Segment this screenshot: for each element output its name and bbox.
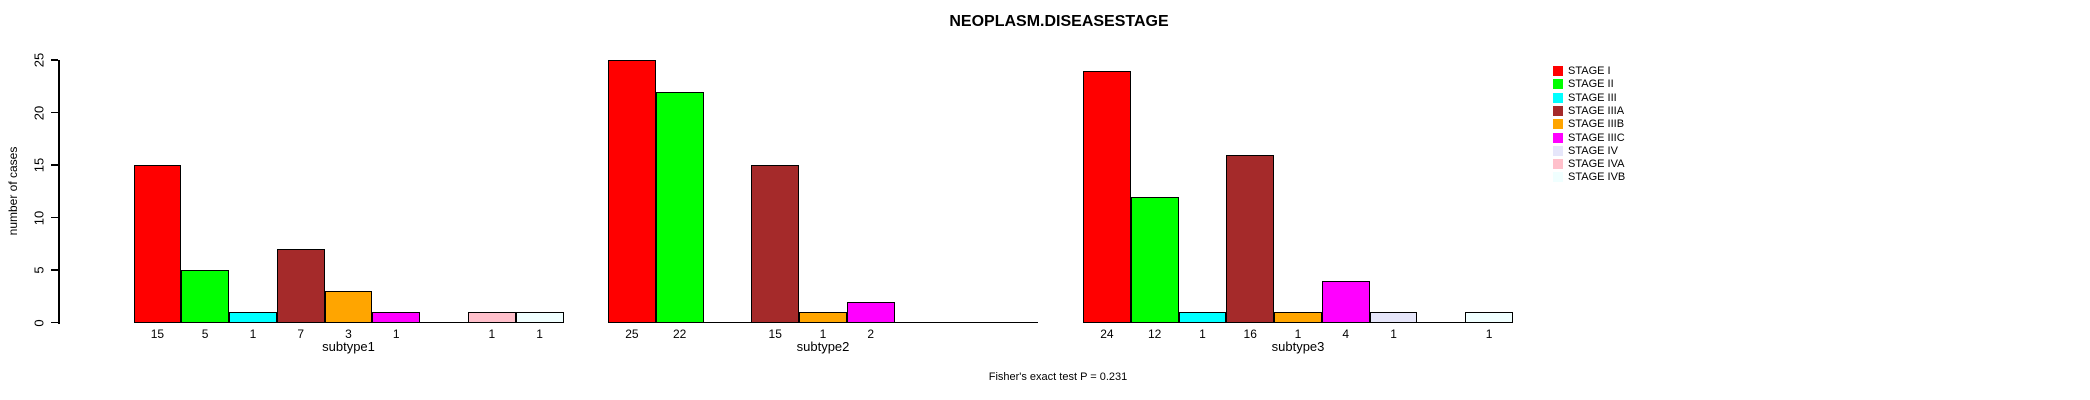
legend-swatch xyxy=(1553,159,1563,170)
bar xyxy=(276,249,325,323)
bar-value-label: 16 xyxy=(1243,326,1257,341)
y-tick-label: 5 xyxy=(31,266,47,274)
bar xyxy=(1083,70,1131,323)
legend-swatch xyxy=(1553,66,1563,76)
bar-value-label: 1 xyxy=(536,326,543,341)
bar-value-label: 1 xyxy=(249,326,257,341)
legend-label: STAGE IVA xyxy=(1568,158,1625,171)
y-tick xyxy=(51,216,58,219)
legend-label: STAGE IV xyxy=(1568,144,1618,157)
bar xyxy=(1274,312,1322,323)
y-axis-label: number of cases xyxy=(6,146,20,236)
bar xyxy=(799,312,847,323)
y-tick xyxy=(51,59,58,61)
bar xyxy=(1321,280,1370,323)
legend-label: STAGE II xyxy=(1568,78,1614,91)
legend-label: STAGE IIIB xyxy=(1568,118,1625,131)
baseline xyxy=(133,321,564,324)
y-tick xyxy=(51,321,58,324)
y-tick-label: 10 xyxy=(31,210,47,225)
legend-swatch xyxy=(1553,119,1563,130)
bar-value-label: 7 xyxy=(297,326,305,341)
bar-value-label: 4 xyxy=(1342,326,1350,341)
legend-swatch xyxy=(1553,79,1563,90)
bar-value-label: 1 xyxy=(1390,326,1397,341)
bar-value-label: 22 xyxy=(672,326,687,341)
bar-value-label: 1 xyxy=(488,326,496,341)
bar-value-label: 3 xyxy=(345,326,352,341)
y-tick-label: 20 xyxy=(31,105,47,120)
bar xyxy=(1465,312,1513,323)
bar xyxy=(608,60,656,323)
bar xyxy=(1369,312,1418,323)
bar-value-label: 1 xyxy=(819,326,827,341)
bar-value-label: 1 xyxy=(392,326,400,341)
baseline xyxy=(1083,321,1514,324)
bar-value-label: 12 xyxy=(1147,326,1162,341)
bar-value-label: 1 xyxy=(1485,326,1493,341)
bar-value-label: 2 xyxy=(867,326,875,341)
bar xyxy=(1226,154,1275,323)
bar xyxy=(1130,196,1179,323)
bar xyxy=(181,270,230,323)
bar-value-label: 5 xyxy=(201,326,209,341)
bar-value-label: 24 xyxy=(1100,326,1114,341)
legend-label: STAGE I xyxy=(1568,65,1611,77)
bar-value-label: 1 xyxy=(1199,326,1206,341)
x-axis-group-label: subtype2 xyxy=(796,339,850,354)
legend-swatch xyxy=(1553,92,1563,103)
y-tick xyxy=(51,111,58,114)
legend-swatch xyxy=(1553,132,1563,143)
bar xyxy=(515,312,564,323)
legend-swatch xyxy=(1553,145,1563,156)
y-tick-label: 15 xyxy=(31,157,47,173)
y-tick-label: 25 xyxy=(31,52,47,68)
bar xyxy=(324,291,373,323)
legend-label: STAGE IIIC xyxy=(1568,131,1625,144)
bar xyxy=(846,301,895,323)
bar-value-label: 1 xyxy=(1294,326,1302,341)
x-axis-group-label: subtype1 xyxy=(322,339,375,354)
legend-swatch xyxy=(1553,172,1563,183)
legend-swatch xyxy=(1553,105,1563,116)
bar-value-label: 25 xyxy=(625,326,639,341)
bar xyxy=(372,312,421,323)
bar xyxy=(751,165,800,323)
bar xyxy=(655,91,704,323)
bar xyxy=(229,312,277,323)
legend-label: STAGE IIIA xyxy=(1568,104,1625,117)
y-tick xyxy=(51,164,58,166)
bar xyxy=(467,312,516,323)
legend-label: STAGE III xyxy=(1568,91,1617,104)
legend-label: STAGE IVB xyxy=(1568,171,1626,184)
y-axis-line xyxy=(58,59,60,324)
chart-title: NEOPLASM.DISEASESTAGE xyxy=(949,13,1169,30)
footnote: Fisher's exact test P = 0.231 xyxy=(988,371,1128,383)
bar xyxy=(1178,312,1227,323)
y-tick-label: 0 xyxy=(31,318,47,327)
bar xyxy=(133,165,182,323)
x-axis-group-label: subtype3 xyxy=(1271,339,1325,354)
bar-value-label: 15 xyxy=(150,326,165,341)
y-tick xyxy=(51,269,58,271)
bar-value-label: 15 xyxy=(768,326,782,341)
baseline xyxy=(608,321,1039,324)
